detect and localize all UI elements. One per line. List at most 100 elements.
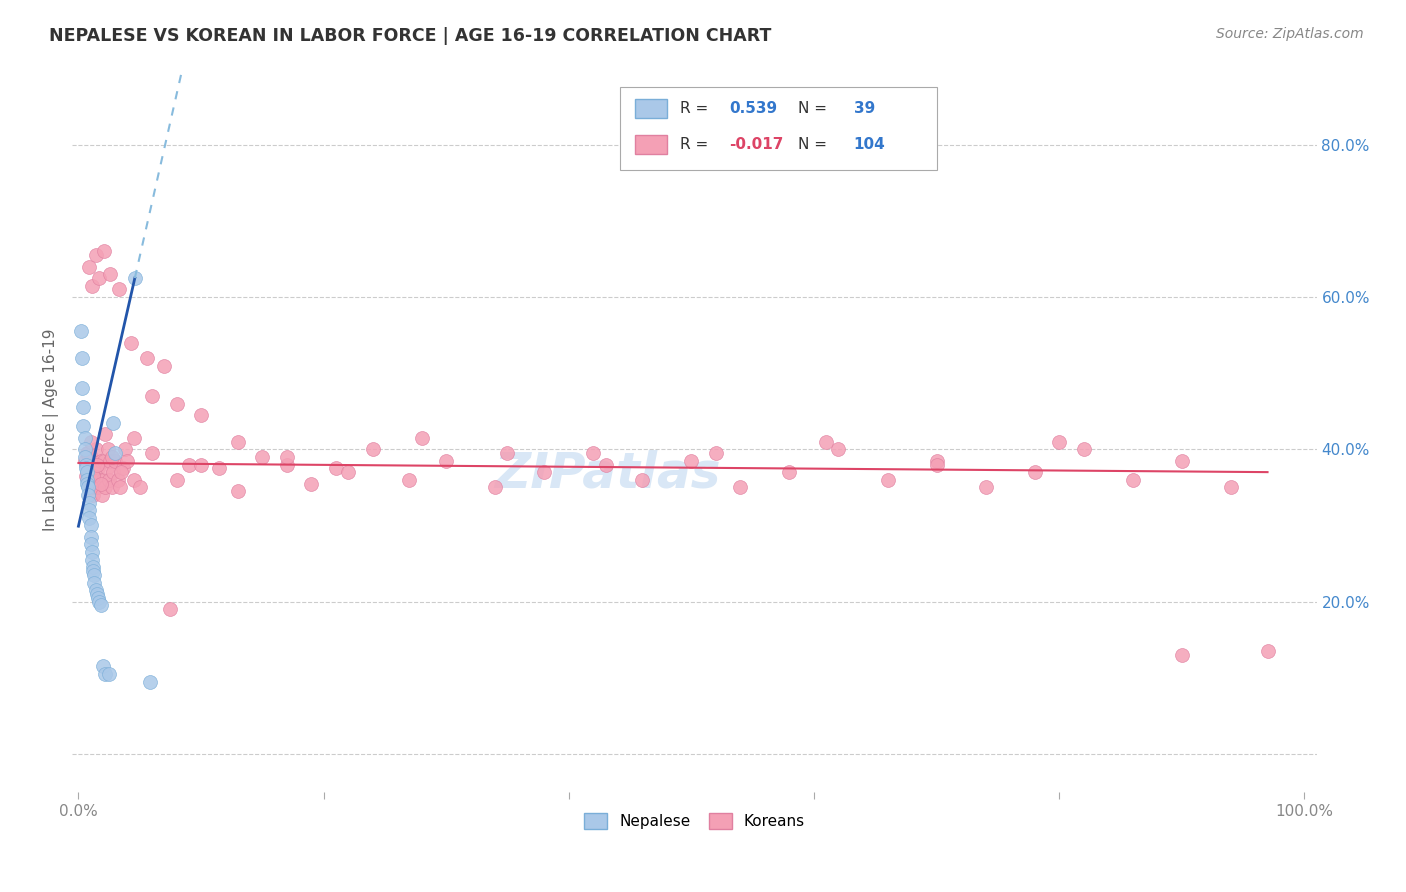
Text: NEPALESE VS KOREAN IN LABOR FORCE | AGE 16-19 CORRELATION CHART: NEPALESE VS KOREAN IN LABOR FORCE | AGE …	[49, 27, 772, 45]
Point	[595, 458, 617, 472]
Point	[98, 453, 121, 467]
Point	[974, 480, 997, 494]
Text: R =: R =	[679, 137, 713, 152]
Point	[190, 408, 212, 422]
Text: -0.017: -0.017	[730, 137, 783, 152]
Point	[101, 416, 124, 430]
Point	[96, 461, 118, 475]
Point	[325, 461, 347, 475]
Point	[226, 484, 249, 499]
Point	[91, 659, 114, 673]
Point	[815, 434, 838, 449]
Point	[101, 465, 124, 479]
Point	[1073, 442, 1095, 457]
Point	[79, 511, 101, 525]
Text: 104: 104	[853, 137, 886, 152]
Point	[925, 453, 948, 467]
Point	[80, 450, 103, 464]
Point	[98, 667, 121, 681]
Point	[87, 461, 110, 475]
Point	[166, 473, 188, 487]
Point	[75, 461, 97, 475]
Point	[90, 488, 112, 502]
Point	[82, 488, 104, 502]
Point	[84, 583, 107, 598]
Point	[83, 568, 105, 582]
Point	[1047, 434, 1070, 449]
Point	[252, 450, 274, 464]
Point	[1024, 465, 1046, 479]
Point	[77, 446, 100, 460]
Point	[1122, 473, 1144, 487]
Point	[80, 530, 103, 544]
Text: ZIPatlas: ZIPatlas	[494, 450, 721, 498]
Point	[582, 446, 605, 460]
Text: 0.539: 0.539	[730, 101, 778, 116]
Point	[1170, 453, 1192, 467]
Bar	[634, 99, 666, 118]
Point	[141, 389, 163, 403]
Point	[82, 564, 104, 578]
Point	[730, 480, 752, 494]
Point	[114, 442, 136, 457]
Point	[80, 453, 103, 467]
Point	[80, 473, 103, 487]
Point	[117, 453, 139, 467]
Point	[153, 359, 176, 373]
Point	[177, 458, 200, 472]
Point	[93, 244, 115, 259]
Point	[1170, 648, 1192, 662]
Point	[411, 431, 433, 445]
Point	[827, 442, 849, 457]
Point	[107, 473, 129, 487]
Point	[83, 473, 105, 487]
Point	[398, 473, 420, 487]
Point	[299, 476, 322, 491]
Point	[80, 518, 103, 533]
FancyBboxPatch shape	[620, 87, 936, 169]
Point	[876, 473, 898, 487]
Point	[82, 560, 104, 574]
Point	[226, 434, 249, 449]
Point	[93, 453, 115, 467]
Bar	[634, 135, 666, 154]
Point	[72, 419, 94, 434]
Point	[73, 453, 96, 467]
Point	[276, 458, 298, 472]
Point	[128, 480, 150, 494]
Point	[86, 458, 108, 472]
Point	[925, 458, 948, 472]
Point	[97, 442, 120, 457]
Point	[100, 480, 122, 494]
Point	[73, 442, 96, 457]
Y-axis label: In Labor Force | Age 16-19: In Labor Force | Age 16-19	[44, 329, 59, 532]
Point	[110, 465, 132, 479]
Point	[98, 473, 121, 487]
Point	[77, 458, 100, 472]
Point	[73, 431, 96, 445]
Point	[89, 453, 111, 467]
Point	[496, 446, 519, 460]
Point	[704, 446, 727, 460]
Point	[80, 537, 103, 551]
Point	[91, 473, 114, 487]
Point	[79, 503, 101, 517]
Point	[82, 469, 104, 483]
Point	[83, 480, 105, 494]
Point	[100, 450, 122, 464]
Point	[86, 480, 108, 494]
Point	[533, 465, 555, 479]
Point	[434, 453, 457, 467]
Point	[70, 351, 93, 365]
Point	[84, 442, 107, 457]
Point	[111, 461, 134, 475]
Point	[79, 495, 101, 509]
Point	[190, 458, 212, 472]
Point	[94, 427, 117, 442]
Point	[70, 324, 93, 338]
Point	[89, 473, 111, 487]
Point	[108, 480, 131, 494]
Point	[89, 476, 111, 491]
Point	[361, 442, 384, 457]
Point	[75, 458, 97, 472]
